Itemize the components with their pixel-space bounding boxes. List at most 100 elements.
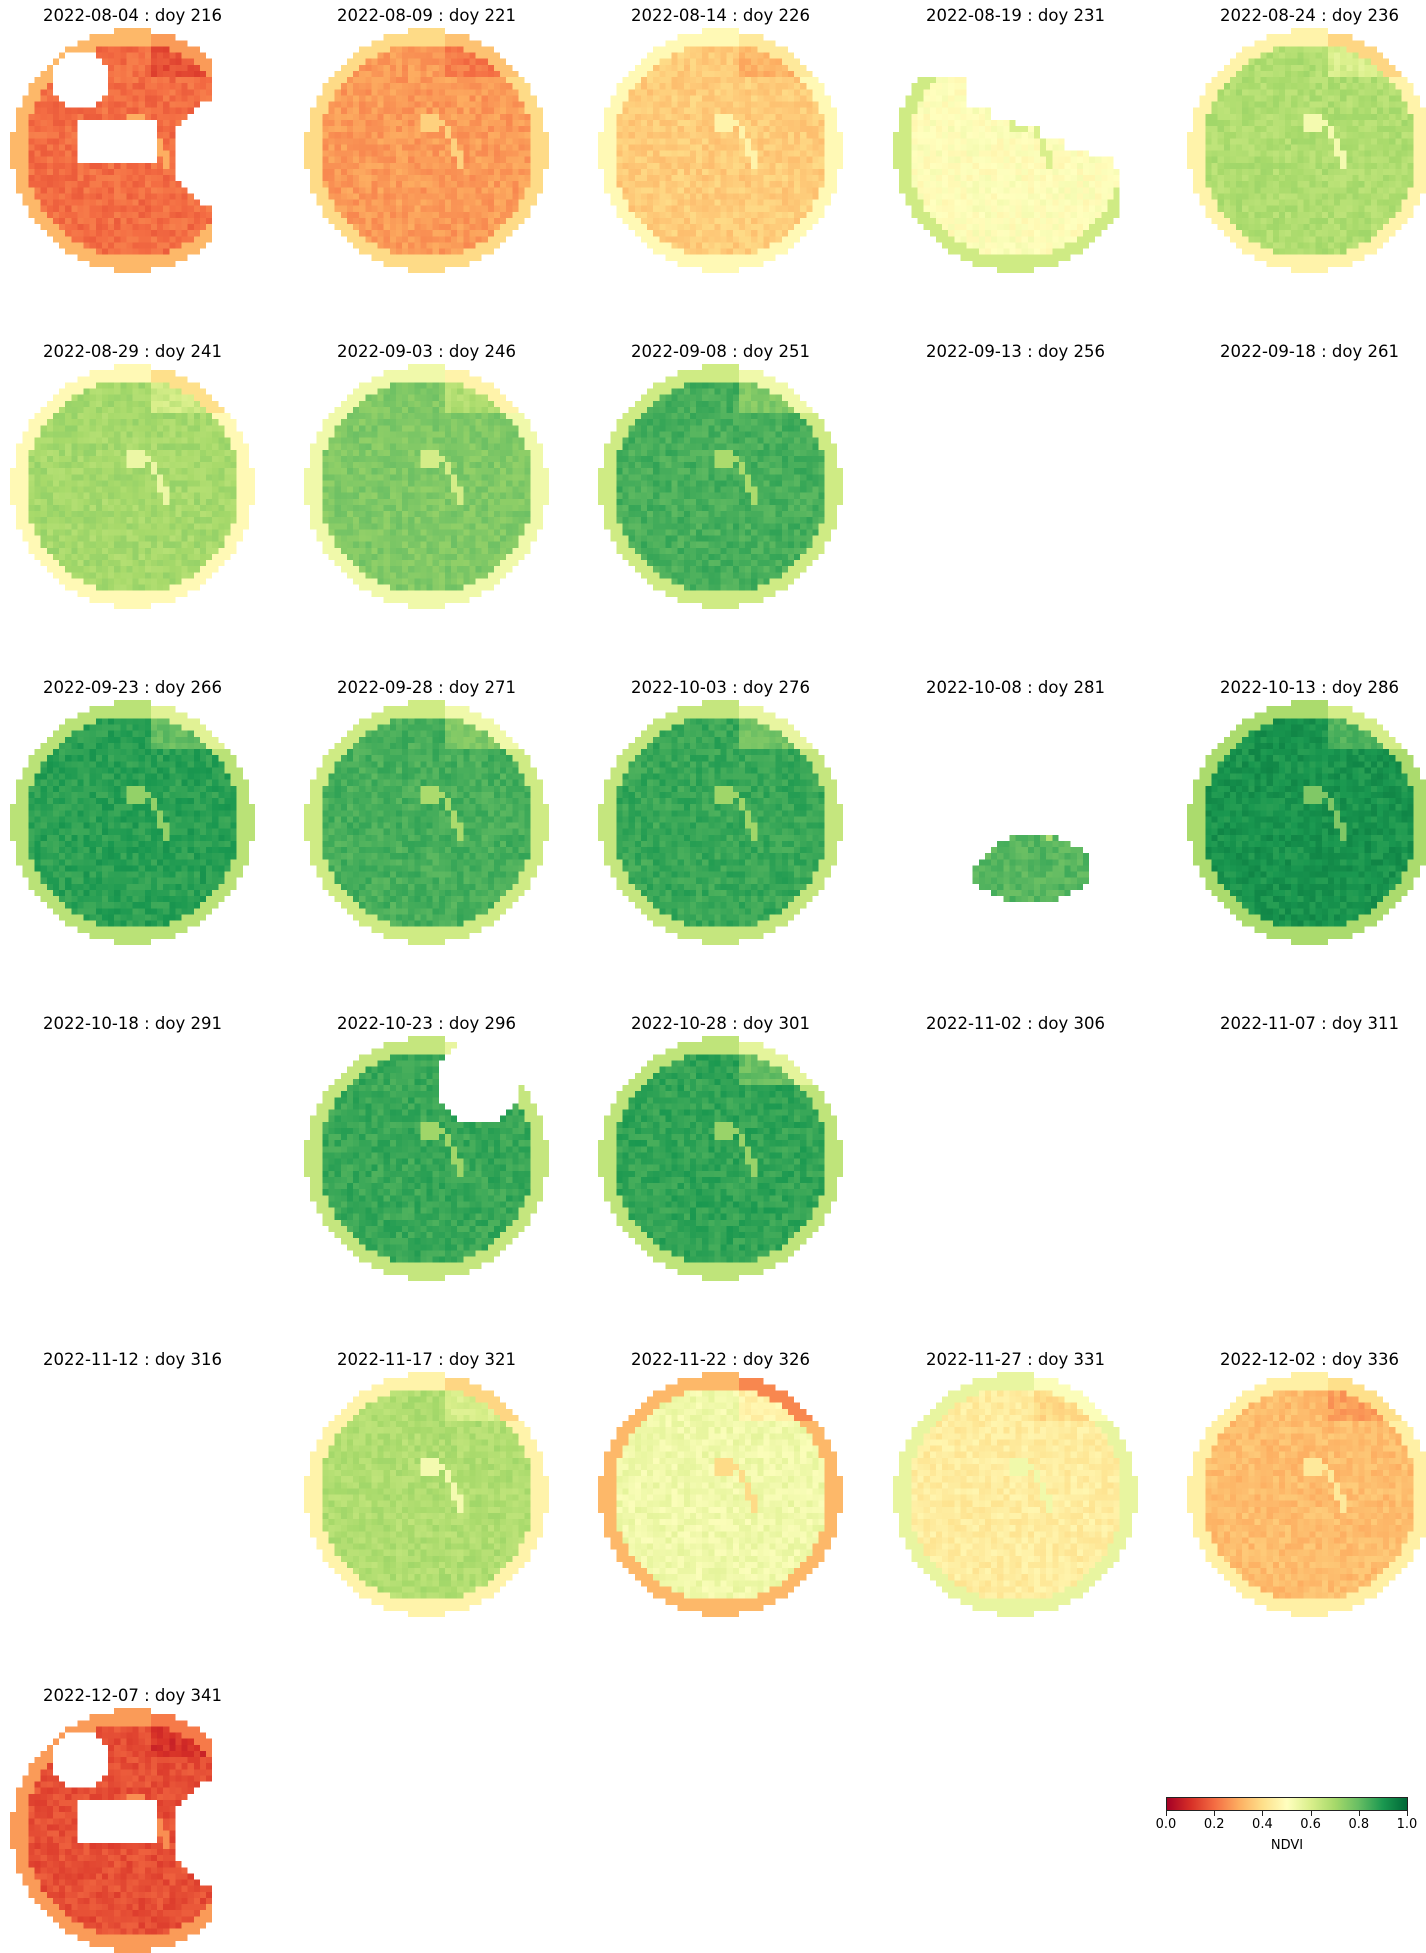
- ndvi-pixel: [188, 95, 194, 101]
- ndvi-pixel: [322, 83, 328, 89]
- ndvi-pixel: [924, 193, 930, 199]
- ndvi-pixel: [537, 163, 543, 169]
- ndvi-pixel: [794, 200, 800, 206]
- ndvi-pixel: [482, 83, 488, 89]
- ndvi-pixel: [997, 193, 1003, 199]
- ndvi-pixel: [629, 77, 635, 83]
- ndvi-pixel: [463, 151, 469, 157]
- ndvi-pixel: [402, 230, 408, 236]
- ndvi-pixel: [684, 218, 690, 224]
- ndvi-pixel: [745, 77, 751, 83]
- ndvi-pixel: [1365, 175, 1371, 181]
- ndvi-pixel: [390, 34, 396, 40]
- ndvi-pixel: [954, 132, 960, 138]
- ndvi-pixel: [1016, 144, 1022, 150]
- ndvi-pixel: [690, 175, 696, 181]
- ndvi-pixel: [359, 89, 365, 95]
- ndvi-pixel: [1389, 163, 1395, 169]
- ndvi-pixel: [967, 132, 973, 138]
- ndvi-pixel: [985, 157, 991, 163]
- panel-title: 2022-08-09 : doy 221: [304, 6, 549, 26]
- ndvi-pixel: [71, 169, 77, 175]
- ndvi-pixel: [476, 108, 482, 114]
- ndvi-pixel: [684, 236, 690, 242]
- ndvi-pixel: [653, 200, 659, 206]
- ndvi-pixel: [967, 120, 973, 126]
- ndvi-pixel: [371, 95, 377, 101]
- ndvi-pixel: [714, 181, 720, 187]
- ndvi-pixel: [727, 218, 733, 224]
- ndvi-pixel: [182, 249, 188, 255]
- ndvi-pixel: [794, 144, 800, 150]
- ndvi-pixel: [488, 144, 494, 150]
- ndvi-pixel: [1291, 181, 1297, 187]
- ndvi-pixel: [1273, 163, 1279, 169]
- ndvi-pixel: [378, 151, 384, 157]
- ndvi-pixel: [451, 40, 457, 46]
- ndvi-pixel: [1193, 175, 1199, 181]
- ndvi-pixel: [776, 144, 782, 150]
- ndvi-pixel: [954, 151, 960, 157]
- ndvi-pixel: [145, 34, 151, 40]
- ndvi-pixel: [378, 83, 384, 89]
- ndvi-pixel: [1279, 46, 1285, 52]
- ndvi-pixel: [114, 206, 120, 212]
- ndvi-raster: [10, 28, 255, 273]
- ndvi-pixel: [1322, 151, 1328, 157]
- ndvi-pixel: [905, 138, 911, 144]
- ndvi-pixel: [402, 163, 408, 169]
- ndvi-pixel: [960, 77, 966, 83]
- ndvi-pixel: [108, 181, 114, 187]
- ndvi-pixel: [635, 212, 641, 218]
- ndvi-pixel: [120, 46, 126, 52]
- ndvi-pixel: [930, 95, 936, 101]
- ndvi-pixel: [439, 126, 445, 132]
- ndvi-pixel: [1359, 163, 1365, 169]
- ndvi-pixel: [696, 169, 702, 175]
- ndvi-pixel: [954, 169, 960, 175]
- ndvi-pixel: [96, 206, 102, 212]
- ndvi-pixel: [316, 157, 322, 163]
- ndvi-pixel: [659, 108, 665, 114]
- ndvi-pixel: [641, 200, 647, 206]
- ndvi-pixel: [1389, 151, 1395, 157]
- ndvi-pixel: [182, 83, 188, 89]
- ndvi-pixel: [757, 53, 763, 59]
- ndvi-pixel: [335, 120, 341, 126]
- ndvi-pixel: [457, 40, 463, 46]
- ndvi-pixel: [145, 206, 151, 212]
- ndvi-pixel: [347, 65, 353, 71]
- ndvi-pixel: [439, 187, 445, 193]
- ndvi-pixel: [714, 212, 720, 218]
- ndvi-pixel: [954, 187, 960, 193]
- ndvi-pixel: [1058, 242, 1064, 248]
- ndvi-pixel: [948, 102, 954, 108]
- ndvi-pixel: [476, 206, 482, 212]
- ndvi-pixel: [65, 230, 71, 236]
- ndvi-pixel: [653, 169, 659, 175]
- ndvi-pixel: [604, 175, 610, 181]
- ndvi-pixel: [1236, 120, 1242, 126]
- ndvi-pixel: [402, 34, 408, 40]
- ndvi-pixel: [1303, 102, 1309, 108]
- ndvi-pixel: [831, 175, 837, 181]
- ndvi-pixel: [997, 144, 1003, 150]
- ndvi-pixel: [10, 144, 16, 150]
- ndvi-pixel: [543, 144, 549, 150]
- ndvi-pixel: [696, 120, 702, 126]
- ndvi-pixel: [1334, 108, 1340, 114]
- ndvi-pixel: [794, 212, 800, 218]
- ndvi-pixel: [690, 169, 696, 175]
- ndvi-pixel: [757, 59, 763, 65]
- ndvi-pixel: [954, 89, 960, 95]
- ndvi-pixel: [359, 157, 365, 163]
- ndvi-pixel: [1377, 144, 1383, 150]
- ndvi-pixel: [635, 187, 641, 193]
- ndvi-pixel: [942, 144, 948, 150]
- ndvi-pixel: [427, 261, 433, 267]
- ndvi-pixel: [1034, 181, 1040, 187]
- ndvi-pixel: [1236, 151, 1242, 157]
- ndvi-pixel: [727, 193, 733, 199]
- ndvi-pixel: [794, 65, 800, 71]
- ndvi-pixel: [653, 59, 659, 65]
